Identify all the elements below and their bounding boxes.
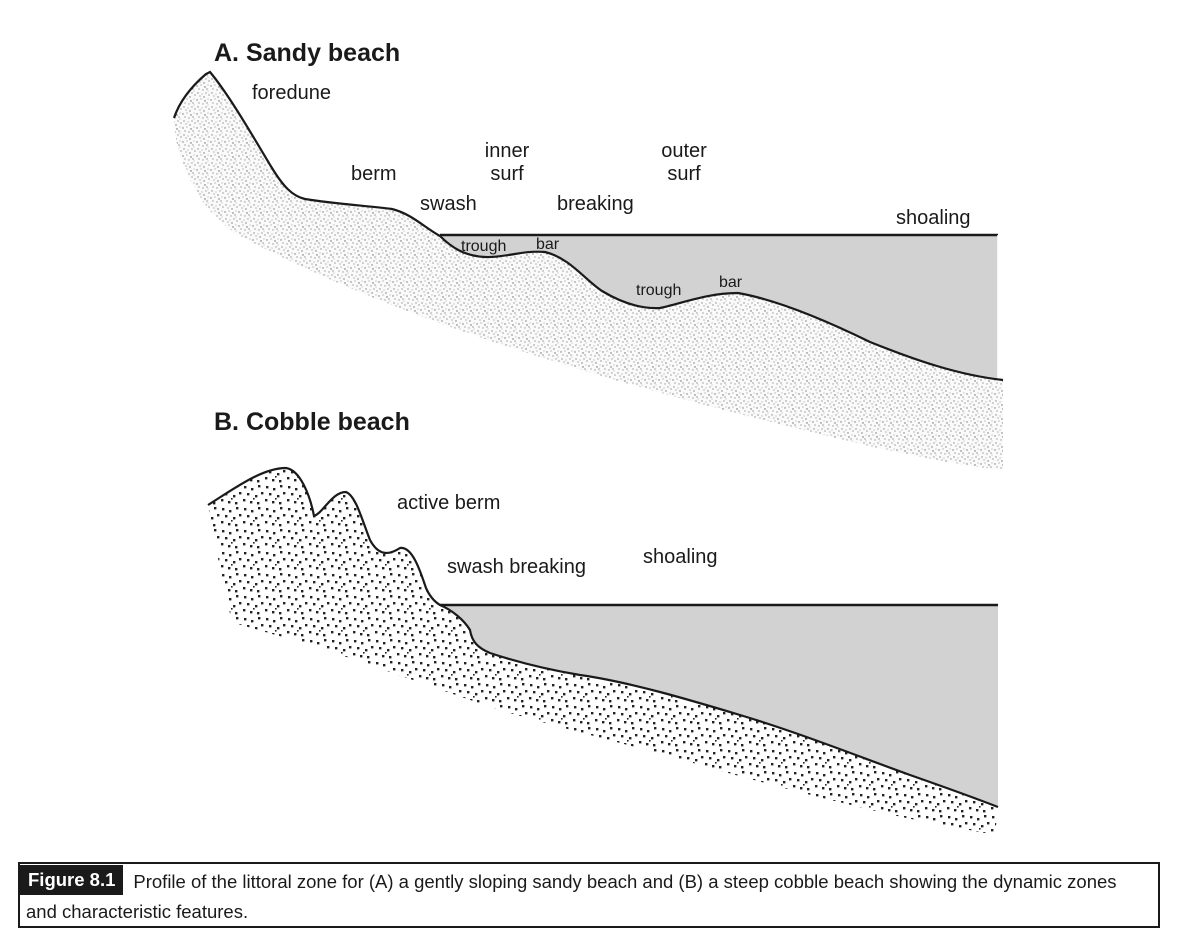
label-swash-breaking: swash breaking (447, 556, 586, 578)
panel-b-cobble-beach: B. Cobble beach active berm swash breaki… (207, 408, 999, 835)
label-trough-1: trough (461, 238, 506, 255)
label-shoaling-b: shoaling (643, 546, 718, 568)
cobble-profile-line (207, 466, 999, 809)
label-outer-surf-line2: surf (667, 163, 701, 185)
figure-caption: Figure 8.1 Profile of the littoral zone f… (18, 862, 1160, 928)
label-outer-surf-line1: outer (661, 140, 707, 162)
sandy-sediment (174, 72, 1003, 470)
label-swash: swash (420, 193, 477, 215)
label-foredune: foredune (252, 82, 331, 104)
label-shoaling-a: shoaling (896, 207, 971, 229)
panel-a-sandy-beach: A. Sandy beach foredune berm swash inner… (172, 39, 1004, 470)
sandy-profile-line (172, 70, 1004, 382)
label-inner-surf-line2: surf (490, 163, 524, 185)
label-active-berm: active berm (397, 492, 500, 514)
label-breaking: breaking (557, 193, 634, 215)
label-trough-2: trough (636, 282, 681, 299)
littoral-profile-diagram: A. Sandy beach foredune berm swash inner… (172, 39, 1004, 835)
panel-a-title: A. Sandy beach (214, 39, 400, 67)
label-inner-surf-line1: inner (485, 140, 530, 162)
panel-b-title: B. Cobble beach (214, 408, 410, 436)
label-bar-1: bar (536, 236, 560, 253)
caption-text-line2: and characteristic features. (26, 901, 249, 922)
cobble-water (440, 605, 998, 807)
cobble-sediment (208, 468, 998, 835)
caption-text-line1: Profile of the littoral zone for (A) a g… (133, 871, 1117, 892)
figure-label: Figure 8.1 (20, 865, 124, 895)
label-berm: berm (351, 163, 397, 185)
label-bar-2: bar (719, 274, 743, 291)
